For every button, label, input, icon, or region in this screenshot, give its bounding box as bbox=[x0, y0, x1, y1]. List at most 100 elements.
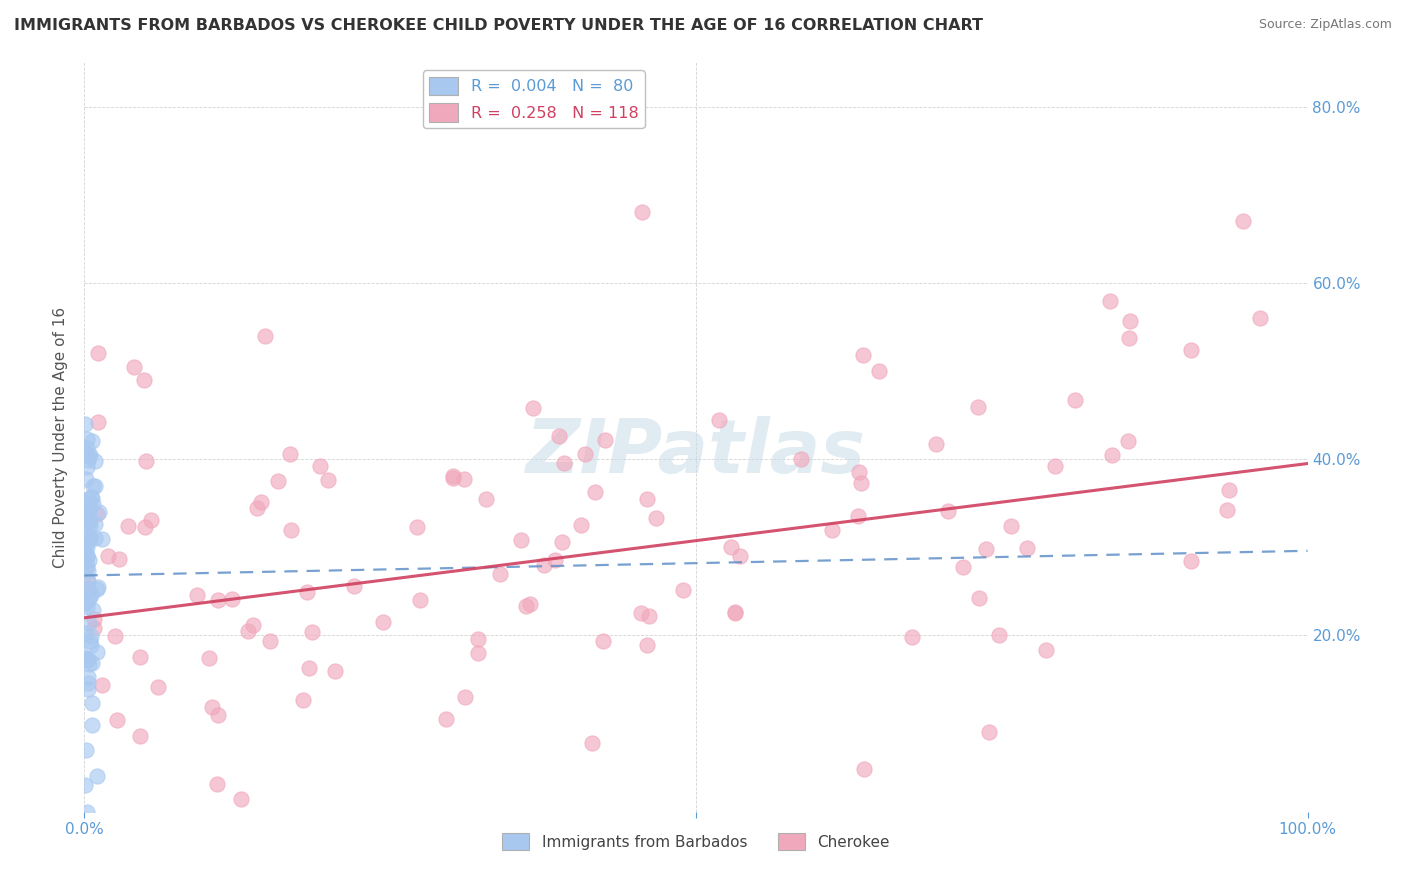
Point bbox=[73, 596, 96, 610]
Point bbox=[488, 567, 510, 582]
Point bbox=[75, 472, 97, 486]
Point bbox=[76, 805, 98, 819]
Point bbox=[75, 779, 97, 793]
Point bbox=[83, 531, 105, 545]
Point bbox=[80, 696, 103, 710]
Point bbox=[87, 415, 110, 429]
Point bbox=[1045, 459, 1067, 474]
Point bbox=[75, 583, 97, 598]
Point bbox=[79, 515, 101, 529]
Point bbox=[86, 582, 108, 596]
Point bbox=[77, 616, 100, 631]
Point bbox=[146, 680, 169, 694]
Point bbox=[82, 479, 104, 493]
Point bbox=[544, 553, 567, 567]
Point bbox=[75, 537, 97, 551]
Point bbox=[76, 675, 98, 690]
Point bbox=[278, 447, 301, 461]
Point bbox=[467, 646, 489, 660]
Point bbox=[75, 560, 97, 574]
Point bbox=[86, 508, 108, 522]
Point bbox=[76, 441, 98, 455]
Point bbox=[75, 506, 97, 520]
Point bbox=[207, 707, 229, 722]
Point bbox=[198, 651, 221, 665]
Point bbox=[547, 429, 569, 443]
Point bbox=[1017, 541, 1039, 556]
Point bbox=[83, 517, 105, 532]
Point bbox=[139, 513, 162, 527]
Text: IMMIGRANTS FROM BARBADOS VS CHEROKEE CHILD POVERTY UNDER THE AGE OF 16 CORRELATI: IMMIGRANTS FROM BARBADOS VS CHEROKEE CHI… bbox=[14, 18, 983, 33]
Point bbox=[1218, 483, 1240, 498]
Point bbox=[75, 743, 97, 757]
Point bbox=[574, 447, 596, 461]
Point bbox=[76, 599, 98, 614]
Point bbox=[1101, 448, 1123, 462]
Point bbox=[82, 603, 104, 617]
Point bbox=[86, 769, 108, 783]
Point bbox=[707, 413, 730, 427]
Point bbox=[848, 466, 870, 480]
Point bbox=[90, 678, 112, 692]
Point bbox=[79, 589, 101, 603]
Point bbox=[952, 559, 974, 574]
Point bbox=[186, 588, 208, 602]
Point bbox=[79, 638, 101, 652]
Legend: Immigrants from Barbados, Cherokee: Immigrants from Barbados, Cherokee bbox=[496, 827, 896, 856]
Point bbox=[79, 532, 101, 546]
Point bbox=[77, 504, 100, 518]
Point bbox=[87, 580, 110, 594]
Point bbox=[132, 373, 155, 387]
Point bbox=[475, 492, 498, 507]
Point bbox=[80, 491, 103, 506]
Point bbox=[515, 599, 537, 614]
Point bbox=[76, 459, 98, 474]
Point bbox=[77, 552, 100, 566]
Point bbox=[593, 433, 616, 447]
Point bbox=[83, 611, 105, 625]
Point bbox=[91, 533, 114, 547]
Point bbox=[672, 583, 695, 598]
Point bbox=[83, 479, 105, 493]
Point bbox=[645, 510, 668, 524]
Point bbox=[75, 652, 97, 666]
Point bbox=[77, 574, 100, 588]
Point bbox=[246, 501, 269, 516]
Point bbox=[553, 456, 575, 470]
Point bbox=[1180, 343, 1202, 357]
Point bbox=[298, 661, 321, 675]
Point bbox=[79, 448, 101, 462]
Point bbox=[77, 564, 100, 578]
Point bbox=[75, 626, 97, 640]
Point bbox=[636, 638, 658, 652]
Point bbox=[409, 593, 432, 607]
Point bbox=[79, 633, 101, 648]
Point bbox=[238, 624, 260, 639]
Point bbox=[76, 571, 98, 585]
Point bbox=[82, 497, 104, 511]
Point bbox=[638, 609, 661, 624]
Point bbox=[343, 578, 366, 592]
Point bbox=[77, 453, 100, 467]
Point bbox=[1118, 331, 1140, 345]
Point bbox=[728, 549, 751, 563]
Point bbox=[292, 693, 315, 707]
Point bbox=[846, 508, 869, 523]
Point bbox=[371, 615, 394, 630]
Point bbox=[323, 665, 346, 679]
Point bbox=[583, 484, 606, 499]
Point bbox=[86, 645, 108, 659]
Point bbox=[86, 346, 108, 360]
Point bbox=[75, 444, 97, 458]
Point bbox=[724, 605, 747, 619]
Point bbox=[1216, 502, 1239, 516]
Point bbox=[80, 588, 103, 602]
Point bbox=[308, 458, 330, 473]
Point bbox=[201, 699, 224, 714]
Point bbox=[77, 500, 100, 514]
Point bbox=[519, 598, 541, 612]
Point bbox=[974, 542, 997, 557]
Point bbox=[73, 504, 96, 518]
Point bbox=[75, 417, 97, 431]
Point bbox=[117, 519, 139, 533]
